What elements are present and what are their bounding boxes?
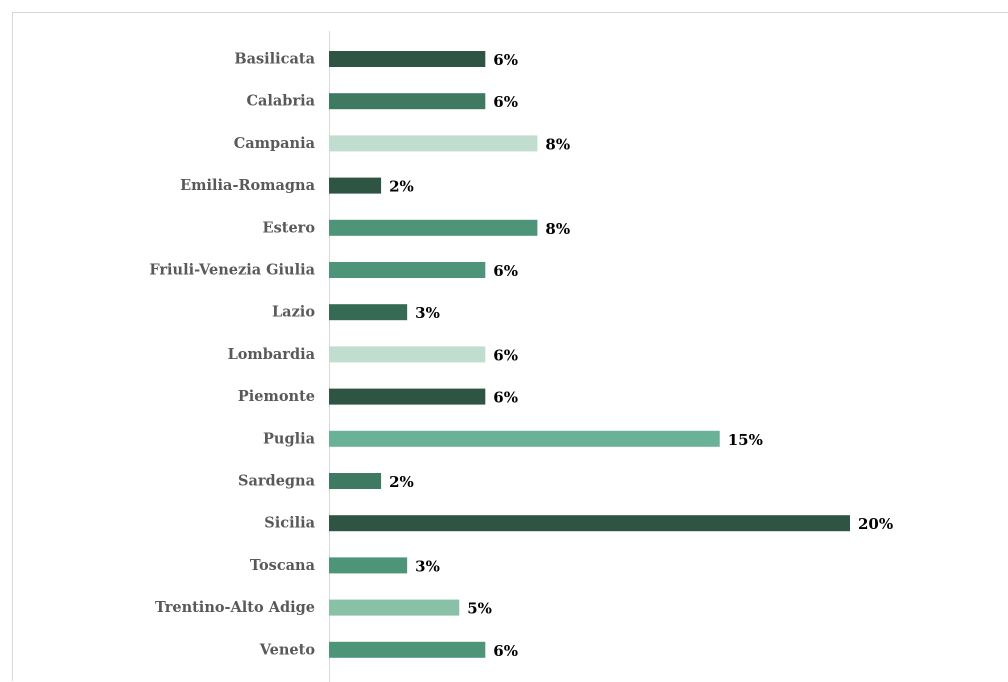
bar-group-friuli-venezia-giulia: Friuli-Venezia Giulia 6%	[149, 262, 518, 281]
bar-group-basilicata: Basilicata 6%	[234, 51, 518, 70]
bar	[329, 304, 408, 321]
bar-group-lombardia: Lombardia 6%	[228, 346, 518, 365]
bar-group-estero: Estero 8%	[263, 219, 571, 238]
bar-group-campania: Campania 8%	[234, 135, 570, 154]
category-label: Veneto	[259, 641, 316, 658]
chart-area: Basilicata 6% Calabria 6% Campania 8% Emilia-R…	[12, 12, 1008, 682]
bar	[329, 388, 486, 405]
bar-group-calabria: Calabria 6%	[246, 93, 518, 112]
value-label: 6%	[493, 389, 518, 407]
value-label: 15%	[728, 431, 763, 449]
bar-group-piemonte: Piemonte 6%	[238, 388, 518, 407]
bar-group-sardegna: Sardegna 2%	[238, 473, 414, 492]
bar	[329, 346, 486, 363]
category-label: Puglia	[263, 430, 316, 447]
bar-group-veneto: Veneto 6%	[259, 641, 518, 660]
bar	[329, 93, 486, 110]
bar	[329, 599, 460, 616]
bar-group-trentino-alto-adige: Trentino-Alto Adige 5%	[155, 599, 492, 618]
category-label: Toscana	[250, 557, 316, 574]
bar	[329, 557, 408, 574]
bar-group-sicilia: Sicilia 20%	[264, 515, 893, 534]
value-label: 6%	[493, 93, 518, 111]
category-label: Campania	[234, 135, 316, 152]
value-label: 6%	[493, 642, 518, 660]
value-label: 6%	[493, 51, 518, 69]
category-label: Calabria	[246, 93, 315, 110]
value-label: 6%	[493, 262, 518, 280]
bar	[329, 473, 382, 489]
category-label: Emilia-Romagna	[180, 177, 315, 194]
category-label: Lazio	[272, 304, 315, 321]
category-label: Estero	[263, 219, 316, 236]
value-label: 8%	[545, 135, 570, 153]
value-label: 2%	[389, 473, 414, 491]
bar-group-emilia-romagna: Emilia-Romagna 2%	[180, 177, 414, 196]
category-label: Trentino-Alto Adige	[155, 599, 315, 616]
value-label: 8%	[545, 220, 570, 238]
category-label: Sardegna	[238, 473, 316, 490]
bar	[329, 219, 538, 236]
bar	[329, 51, 486, 67]
category-label: Lombardia	[228, 346, 316, 363]
bar-chart: Basilicata 6% Calabria 6% Campania 8% Emilia-R…	[149, 31, 893, 682]
value-label: 2%	[389, 178, 414, 196]
value-label: 3%	[415, 304, 440, 322]
category-label: Basilicata	[234, 51, 315, 68]
bar	[329, 262, 486, 278]
category-label: Friuli-Venezia Giulia	[149, 262, 315, 279]
value-label: 3%	[415, 557, 440, 575]
bar	[329, 135, 538, 152]
bar	[329, 177, 382, 194]
bar	[329, 430, 720, 447]
value-label: 5%	[467, 600, 492, 618]
bar-group-toscana: Toscana 3%	[250, 557, 440, 576]
value-label: 6%	[493, 346, 518, 364]
bar	[329, 641, 486, 658]
category-label: Piemonte	[238, 388, 315, 405]
category-label: Sicilia	[264, 515, 315, 532]
bar	[329, 515, 850, 532]
bar-group-puglia: Puglia 15%	[263, 430, 763, 449]
value-label: 20%	[858, 515, 893, 533]
bar-group-lazio: Lazio 3%	[272, 304, 440, 323]
